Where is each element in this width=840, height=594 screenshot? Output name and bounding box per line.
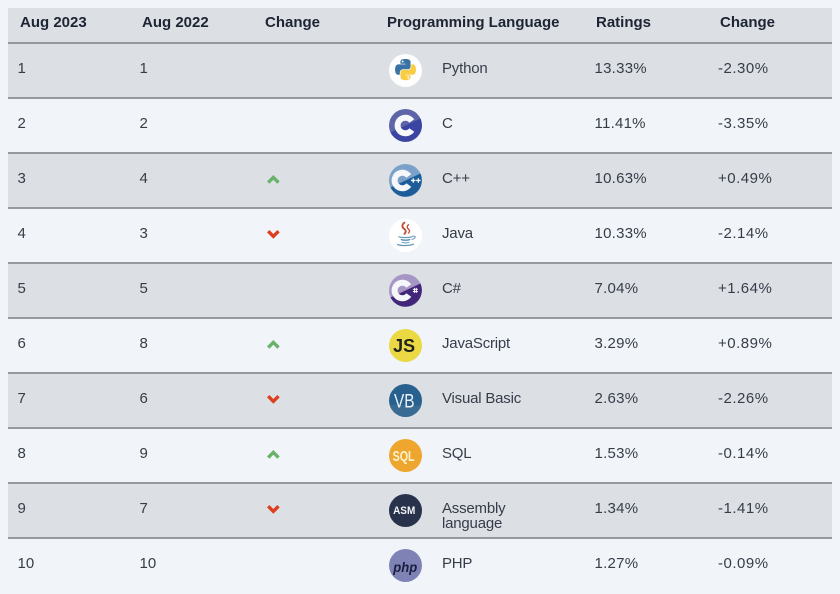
- svg-text:php: php: [392, 559, 417, 575]
- svg-text:VB: VB: [394, 391, 415, 412]
- svg-text:ASM: ASM: [393, 505, 415, 517]
- svg-text:SQL: SQL: [393, 449, 415, 465]
- svg-text:JS: JS: [393, 335, 415, 356]
